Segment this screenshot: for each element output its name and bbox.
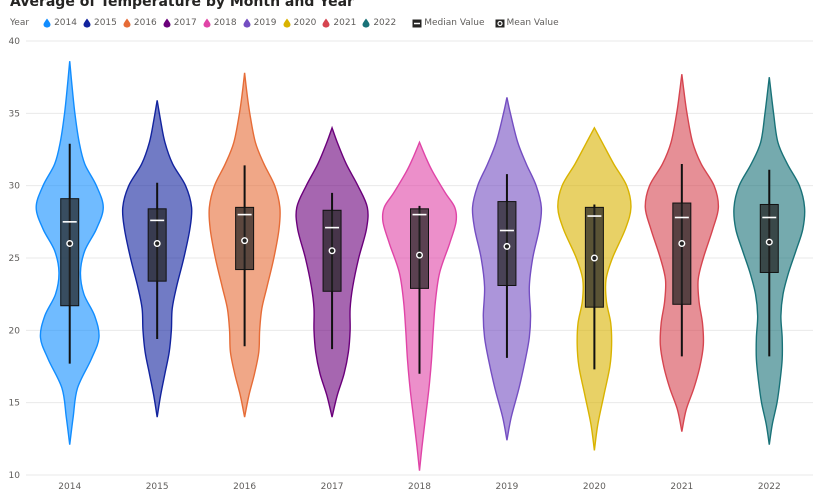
- legend-mean[interactable]: Mean Value: [495, 18, 559, 28]
- mean-2020: [590, 254, 598, 262]
- mean-2015: [153, 240, 161, 248]
- legend-median-label: Median Value: [424, 18, 485, 28]
- legend-items: 2014 2015 2016 2017 2018 2019 2020 2021 2022: [43, 18, 402, 28]
- box-2014: [60, 198, 80, 307]
- x-tick-label: 2019: [495, 482, 518, 492]
- x-tick-label: 2015: [146, 482, 169, 492]
- x-tick-label: 2022: [758, 482, 781, 492]
- mean-2016: [241, 237, 249, 245]
- x-tick-label: 2016: [233, 482, 256, 492]
- mean-icon: [495, 19, 505, 27]
- y-tick-label: 35: [9, 109, 20, 119]
- box-2021: [672, 202, 692, 305]
- legend-item-2018[interactable]: 2018: [203, 18, 237, 28]
- x-tick-label: 2014: [58, 482, 81, 492]
- median-icon: [412, 19, 422, 27]
- legend: Year 2014 2015 2016 2017 2018 2019 2020 2021 202…: [10, 18, 559, 28]
- y-tick-label: 15: [9, 399, 20, 409]
- legend-mean-label: Mean Value: [506, 18, 559, 28]
- y-tick-label: 25: [9, 254, 20, 264]
- legend-item-2021[interactable]: 2021: [322, 18, 356, 28]
- legend-item-label: 2019: [253, 18, 277, 28]
- mean-2019: [503, 242, 511, 250]
- legend-median[interactable]: Median Value: [412, 18, 485, 28]
- legend-item-2019[interactable]: 2019: [243, 18, 277, 28]
- legend-item-2020[interactable]: 2020: [283, 18, 317, 28]
- x-tick-label: 2017: [321, 482, 344, 492]
- droplet-icon: [163, 18, 171, 28]
- legend-item-label: 2021: [333, 18, 357, 28]
- legend-item-label: 2017: [173, 18, 197, 28]
- droplet-icon: [123, 18, 131, 28]
- droplet-icon: [283, 18, 290, 28]
- legend-item-2015[interactable]: 2015: [83, 18, 117, 28]
- droplet-icon: [83, 18, 91, 28]
- droplet-icon: [43, 18, 51, 28]
- mean-2022: [765, 238, 773, 246]
- legend-item-label: 2018: [213, 18, 237, 28]
- droplet-icon: [243, 18, 251, 28]
- legend-item-label: 2020: [293, 18, 317, 28]
- legend-item-2016[interactable]: 2016: [123, 18, 157, 28]
- chart-title: Average of Temperature by Month and Year: [10, 0, 354, 10]
- droplet-icon: [322, 18, 330, 28]
- x-tick-label: 2020: [583, 482, 606, 492]
- mean-2021: [678, 240, 686, 248]
- x-tick-label: 2021: [670, 482, 693, 492]
- mean-2018: [416, 251, 424, 259]
- box-2018: [410, 208, 429, 289]
- mean-2017: [328, 247, 336, 255]
- mean-2014: [66, 240, 74, 248]
- legend-item-label: 2022: [373, 18, 397, 28]
- legend-item-label: 2016: [133, 18, 157, 28]
- droplet-icon: [362, 18, 370, 28]
- legend-title: Year: [10, 18, 30, 28]
- y-tick-label: 20: [9, 326, 21, 336]
- box-2022: [759, 203, 779, 273]
- legend-item-label: 2014: [54, 18, 77, 28]
- legend-item-2022[interactable]: 2022: [362, 18, 396, 28]
- y-tick-label: 10: [9, 471, 21, 481]
- legend-item-2017[interactable]: 2017: [163, 18, 197, 28]
- y-tick-label: 30: [9, 182, 21, 192]
- y-tick-label: 40: [9, 37, 21, 47]
- legend-item-label: 2015: [93, 18, 117, 28]
- x-tick-label: 2018: [408, 482, 431, 492]
- droplet-icon: [203, 18, 211, 28]
- legend-item-2014[interactable]: 2014: [43, 18, 77, 28]
